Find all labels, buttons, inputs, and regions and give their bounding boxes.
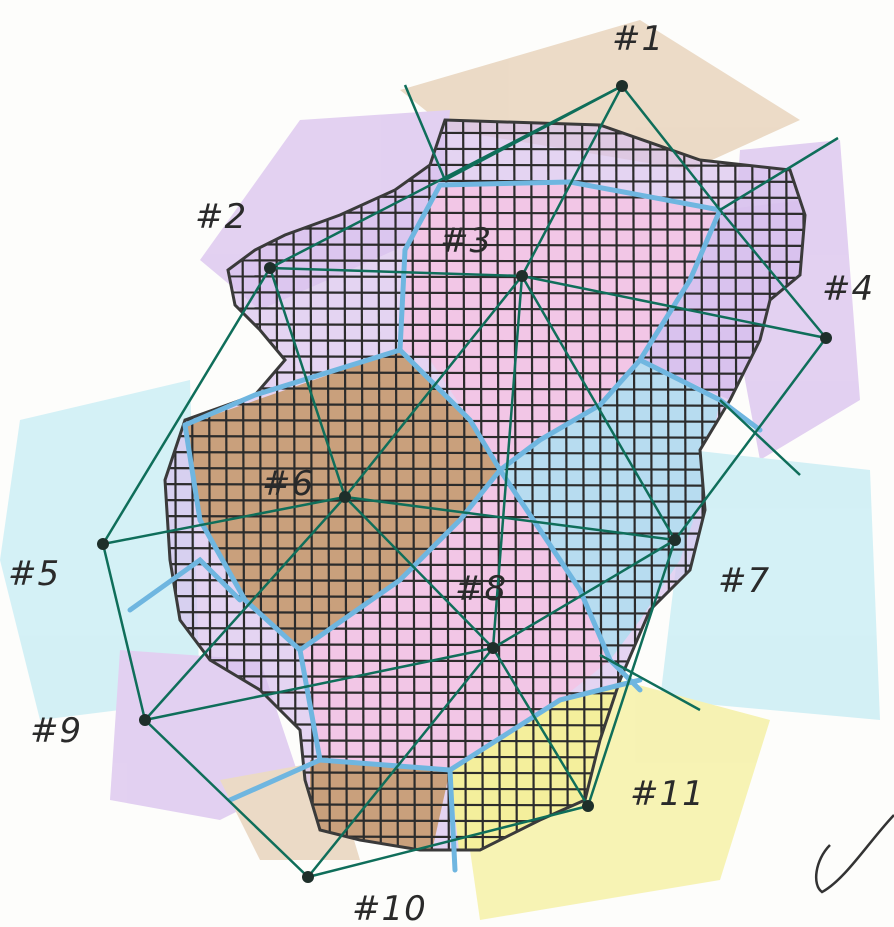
site-label-11: #11: [630, 774, 705, 814]
grid-line-horizontal: [165, 402, 805, 408]
grid-line-vertical: [580, 120, 587, 850]
cell-7: [500, 360, 720, 660]
site-label-3: #3: [440, 221, 492, 261]
voronoi-edges: [127, 179, 763, 873]
check-mark-icon: [814, 814, 894, 894]
site-label-4: #4: [822, 269, 874, 309]
grid-line-horizontal: [165, 274, 805, 280]
site-points: [97, 80, 832, 883]
cyan-wash-right: [660, 450, 880, 720]
site-label-7: #7: [718, 561, 770, 601]
site-label-10: #10: [352, 889, 427, 927]
site-point-6: [339, 491, 351, 503]
site-label-8: #8: [455, 569, 507, 609]
site-point-11: [582, 800, 594, 812]
grid-line-vertical: [410, 120, 417, 850]
site-label-2: #2: [195, 197, 247, 237]
site-point-10: [302, 871, 314, 883]
grid-line-vertical: [444, 120, 451, 850]
grid-line-vertical: [546, 120, 553, 850]
grid-line-horizontal: [165, 290, 805, 296]
site-label-9: #9: [30, 711, 82, 751]
triangulation-edges: [101, 84, 839, 879]
grid-line-vertical: [427, 120, 434, 850]
site-label-5: #5: [8, 554, 60, 594]
grid-line-vertical: [563, 120, 570, 850]
site-labels: #1 #2 #3 #4 #5 #6 #7 #8 #9 #10 #11: [8, 19, 874, 927]
site-label-6: #6: [262, 464, 314, 504]
site-point-5: [97, 538, 109, 550]
site-point-8: [487, 642, 499, 654]
grid-line-vertical: [529, 120, 536, 850]
site-point-7: [669, 534, 681, 546]
site-point-2: [264, 262, 276, 274]
site-point-4: [820, 332, 832, 344]
site-point-1: [616, 80, 628, 92]
grid-line-vertical: [461, 120, 468, 850]
site-point-3: [516, 270, 528, 282]
site-point-9: [139, 714, 151, 726]
site-label-1: #1: [612, 19, 664, 59]
grid-line-vertical: [393, 120, 400, 850]
grid-line-vertical: [495, 120, 502, 850]
